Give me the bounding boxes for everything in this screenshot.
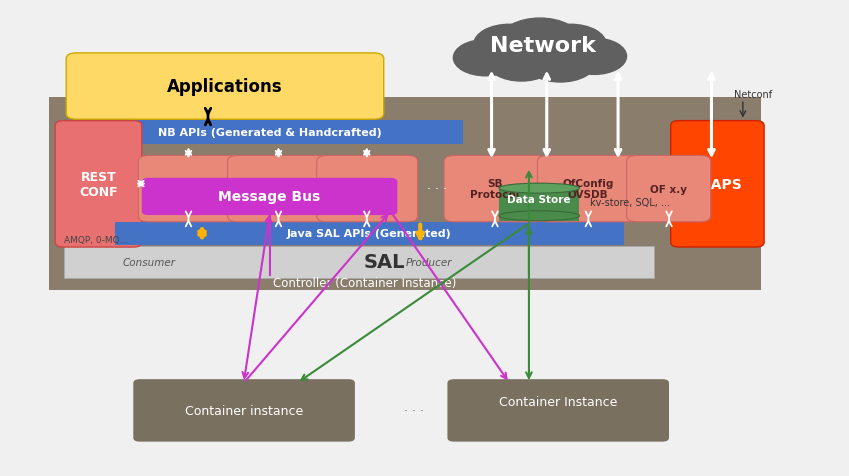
Circle shape [453, 40, 518, 77]
Text: OfConfig
OVSDB: OfConfig OVSDB [562, 178, 614, 200]
FancyBboxPatch shape [142, 178, 397, 216]
Text: Netconf: Netconf [734, 90, 773, 100]
Circle shape [525, 43, 596, 83]
Text: Applications: Applications [167, 78, 283, 96]
Text: Network: Network [491, 36, 596, 56]
Text: SB
Protocol: SB Protocol [469, 178, 520, 200]
Text: Controller (Container Instance): Controller (Container Instance) [273, 277, 457, 290]
Text: · · ·: · · · [404, 404, 424, 417]
Text: AMQP, 0-MQ...: AMQP, 0-MQ... [64, 236, 128, 245]
Text: Java SAL APIs (Generated): Java SAL APIs (Generated) [287, 229, 452, 238]
Circle shape [562, 39, 627, 75]
Circle shape [474, 25, 545, 65]
Text: Platform
Service: Platform Service [252, 178, 304, 200]
Text: SAL: SAL [363, 253, 405, 272]
Ellipse shape [499, 211, 579, 221]
FancyBboxPatch shape [537, 156, 638, 222]
Text: Producer: Producer [406, 258, 452, 267]
Text: kv-store, SQL, ...: kv-store, SQL, ... [590, 198, 670, 207]
Text: FCAPS: FCAPS [692, 178, 743, 191]
Circle shape [535, 25, 606, 65]
FancyBboxPatch shape [627, 156, 711, 222]
Text: Container Instance: Container Instance [499, 396, 617, 408]
FancyBboxPatch shape [133, 379, 355, 442]
Circle shape [487, 44, 555, 82]
FancyBboxPatch shape [228, 156, 329, 222]
Text: Data Store: Data Store [508, 195, 571, 205]
FancyBboxPatch shape [66, 54, 384, 120]
Ellipse shape [499, 184, 579, 194]
FancyBboxPatch shape [671, 121, 764, 248]
Text: Container instance: Container instance [185, 404, 303, 417]
Text: · · ·: · · · [427, 182, 447, 196]
FancyBboxPatch shape [55, 121, 142, 248]
FancyBboxPatch shape [64, 246, 654, 278]
Text: Network
Service: Network Service [164, 178, 214, 200]
Text: Internal
Plugin: Internal Plugin [344, 178, 391, 200]
Text: Consumer: Consumer [122, 258, 175, 267]
FancyBboxPatch shape [447, 379, 669, 442]
Text: Message Bus: Message Bus [218, 190, 321, 204]
Text: NB APIs (Generated & Handcrafted): NB APIs (Generated & Handcrafted) [158, 128, 381, 138]
Circle shape [499, 19, 581, 65]
Text: OF x.y: OF x.y [650, 184, 687, 194]
FancyBboxPatch shape [49, 98, 761, 290]
FancyBboxPatch shape [444, 156, 545, 222]
FancyBboxPatch shape [499, 189, 579, 221]
FancyBboxPatch shape [76, 120, 463, 145]
FancyBboxPatch shape [138, 156, 239, 222]
FancyBboxPatch shape [317, 156, 418, 222]
FancyBboxPatch shape [115, 222, 624, 245]
Text: REST
CONF: REST CONF [79, 170, 118, 198]
